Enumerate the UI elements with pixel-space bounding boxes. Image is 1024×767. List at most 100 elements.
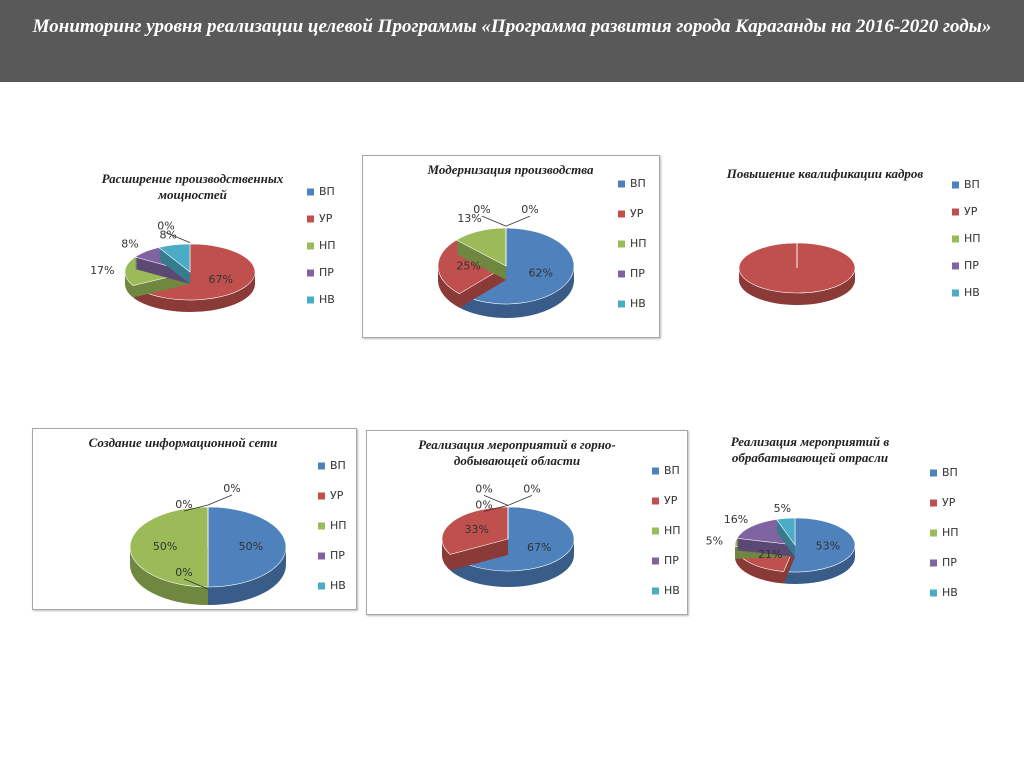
- slice: [449, 506, 575, 587]
- pie: 50% 0% 50% 0% 0%: [129, 482, 287, 605]
- legend-label: НП: [630, 237, 647, 250]
- legend-label: НП: [319, 239, 336, 252]
- legend-label: ВП: [964, 178, 980, 191]
- chart-panel: 50% 0% 50% 0% 0% ВП УР НП ПР НВ Создание информаци…: [32, 428, 357, 610]
- chart: ВП УР НП ПР НВ: [738, 178, 981, 305]
- legend-swatch: [952, 235, 959, 243]
- data-label: 33%: [465, 523, 489, 536]
- legend-label: УР: [630, 207, 644, 220]
- legend-label: ПР: [664, 554, 679, 567]
- legend-swatch: [930, 589, 937, 597]
- legend-label: НП: [330, 519, 347, 532]
- data-label: 67%: [209, 273, 233, 286]
- pie: 62%25%13%0% 0%: [437, 203, 575, 318]
- data-label: 0%: [475, 482, 492, 495]
- data-label: 25%: [456, 260, 480, 273]
- data-label: 0%: [523, 482, 540, 495]
- chart: 0% 67% 17% 8% 8% ВП УР НП ПР НВ: [90, 185, 336, 312]
- legend-label: ПР: [330, 549, 345, 562]
- pie: 67% 33% 0% 0% 0%: [441, 482, 575, 587]
- legend-swatch: [318, 462, 325, 470]
- data-label: 50%: [239, 540, 263, 553]
- legend-swatch: [307, 296, 314, 304]
- legend-label: НП: [942, 526, 959, 539]
- data-label: 0%: [175, 566, 192, 579]
- legend-label: ПР: [630, 267, 645, 280]
- slice-top: [783, 517, 856, 573]
- legend-swatch: [652, 557, 659, 565]
- leader-line: [483, 495, 509, 506]
- data-label: 53%: [816, 539, 840, 552]
- legend-label: НВ: [330, 579, 346, 592]
- legend-swatch: [618, 240, 625, 248]
- leader-line: [183, 504, 209, 512]
- legend-label: ВП: [319, 185, 335, 198]
- pie: 53%21%5%16%5%: [706, 502, 856, 584]
- slice-top: [207, 506, 287, 588]
- legend-label: УР: [964, 205, 978, 218]
- leader-line: [483, 505, 509, 512]
- legend-swatch: [930, 529, 937, 537]
- leader-line: [165, 232, 191, 243]
- chart: 50% 0% 50% 0% 0% ВП УР НП ПР НВ: [129, 459, 347, 605]
- legend-swatch: [952, 289, 959, 297]
- legend-swatch: [652, 587, 659, 595]
- leader-line: [481, 215, 507, 227]
- data-label: 0%: [521, 203, 538, 216]
- legend-label: ПР: [319, 266, 334, 279]
- data-label: 0%: [175, 498, 192, 511]
- leader-line: [505, 215, 531, 227]
- legend-swatch: [318, 582, 325, 590]
- chart-panel: 67% 33% 0% 0% 0% ВП УР НП ПР НВ Реализация меропри…: [366, 430, 688, 615]
- slice-top: [158, 243, 191, 273]
- data-label: 62%: [529, 267, 553, 280]
- legend-label: ВП: [942, 466, 958, 479]
- legend-label: НВ: [319, 293, 335, 306]
- pie: [738, 242, 856, 305]
- legend-swatch: [318, 522, 325, 530]
- chart-title: Реализация мероприятий в горно-добывающе…: [418, 437, 616, 468]
- slice: [738, 242, 856, 305]
- legend-label: НП: [664, 524, 681, 537]
- slice-top: [129, 506, 209, 588]
- slice: [207, 506, 287, 605]
- slice-top: [437, 239, 507, 295]
- legend-swatch: [618, 210, 625, 218]
- legend-swatch: [318, 552, 325, 560]
- data-label: 17%: [90, 264, 114, 277]
- legend-swatch: [952, 181, 959, 189]
- legend-swatch: [307, 215, 314, 223]
- header-title: Мониторинг уровня реализации целевой Про…: [0, 0, 1024, 82]
- legend-swatch: [952, 208, 959, 216]
- legend-label: НВ: [630, 297, 646, 310]
- data-label: 5%: [706, 535, 723, 548]
- slice: [441, 506, 509, 571]
- data-label: 21%: [758, 548, 782, 561]
- legend-label: НВ: [664, 584, 680, 597]
- data-label: 8%: [121, 237, 138, 250]
- data-label: 8%: [159, 228, 176, 241]
- chart-panel: 53% 21% 5% 16% 5% ВП УР НП ПР НВ Реализация меропр…: [690, 428, 968, 612]
- slice: [455, 227, 507, 280]
- slice: [783, 517, 856, 584]
- slice: [458, 227, 575, 318]
- legend-label: УР: [330, 489, 344, 502]
- chart-panel: ВП УР НП ПР НВ Повышение квалификации кадров: [695, 160, 990, 310]
- data-label: 0%: [223, 482, 240, 495]
- legend-swatch: [618, 300, 625, 308]
- chart-title: Реализация мероприятий в обрабатывающей …: [730, 434, 890, 465]
- legend-label: НВ: [942, 586, 958, 599]
- legend-swatch: [652, 467, 659, 475]
- slice-top: [455, 227, 507, 267]
- legend-swatch: [952, 262, 959, 270]
- data-label: 13%: [457, 212, 481, 225]
- legend-label: ВП: [630, 177, 646, 190]
- legend-swatch: [930, 559, 937, 567]
- legend-swatch: [307, 188, 314, 196]
- leader-line: [507, 495, 533, 506]
- chart-title: Повышение квалификации кадров: [726, 166, 924, 181]
- legend-label: УР: [664, 494, 678, 507]
- chart-title: Модернизация производства: [427, 162, 594, 177]
